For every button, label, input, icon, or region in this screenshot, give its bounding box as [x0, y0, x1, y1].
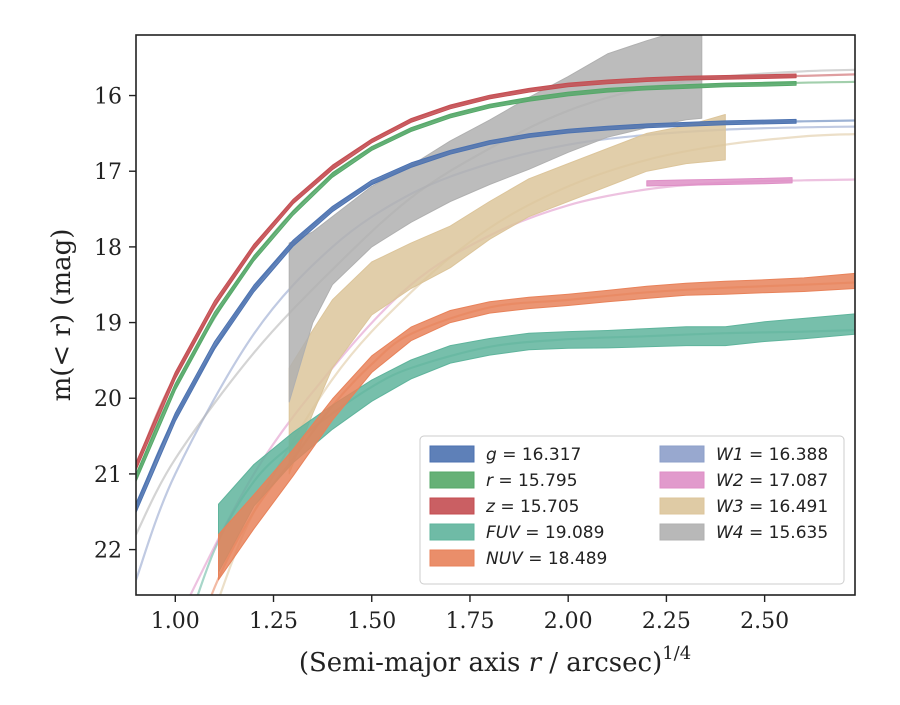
legend-band-name: NUV [486, 549, 524, 569]
legend-label-r: r = 15.795 [486, 471, 578, 491]
measured-band-w2 [646, 177, 793, 187]
legend-band-value: = 15.635 [744, 523, 829, 543]
measured-band-g [136, 118, 797, 513]
measured-band-fuv [218, 313, 855, 573]
legend-band-name: z [485, 497, 496, 517]
legend-band-value: = 16.388 [744, 445, 829, 465]
legend-swatch-w1 [659, 445, 705, 463]
legend-label-nuv: NUV = 18.489 [486, 549, 607, 569]
legend-band-name: r [486, 471, 494, 491]
plot-area [136, 35, 855, 595]
y-tick-label: 16 [94, 85, 122, 110]
x-tick-label: 2.00 [544, 609, 593, 634]
plot-frame [135, 34, 856, 596]
y-tick-label: 22 [94, 539, 122, 564]
x-tick-label: 1.25 [249, 609, 298, 634]
legend-band-name: W2 [716, 471, 744, 491]
y-tick-label: 20 [94, 387, 122, 412]
legend-swatch-w2 [659, 471, 705, 489]
legend-band-name: FUV [486, 523, 521, 543]
legend-label-w3: W3 = 16.491 [716, 497, 828, 517]
legend-label-w1: W1 = 16.388 [716, 445, 828, 465]
x-axis-ticks: 1.00 1.25 1.50 1.75 2.00 2.25 2.50 [151, 595, 789, 634]
legend-box [419, 435, 845, 585]
measured-bands [136, 35, 855, 581]
legend-band-value: = 16.317 [497, 445, 582, 465]
y-axis-label: m(< r) (mag) [47, 229, 77, 402]
x-tick-label: 1.75 [445, 609, 494, 634]
legend-swatch-fuv [429, 523, 475, 541]
legend-label-w2: W2 = 17.087 [716, 471, 828, 491]
legend-label-w4: W4 = 15.635 [716, 523, 828, 543]
y-tick-label: 21 [94, 463, 122, 488]
legend-band-name: W3 [716, 497, 744, 517]
legend-band-value: = 19.089 [520, 523, 605, 543]
measured-band-r [136, 81, 797, 482]
legend-band-name: W4 [716, 523, 744, 543]
y-axis-ticks: 16 17 18 19 20 21 22 [94, 85, 136, 564]
legend-band-value: = 15.705 [495, 497, 580, 517]
legend-band-name: W1 [716, 445, 744, 465]
x-axis-label-exponent: 1/4 [662, 643, 691, 664]
legend-swatch-z [429, 497, 475, 515]
measured-band-nuv [218, 272, 855, 581]
y-tick-label: 17 [94, 160, 122, 185]
x-axis-label-main: (Semi-major axis r / arcsec) [299, 648, 662, 678]
measured-band-z [136, 73, 797, 471]
legend-swatch-nuv [429, 549, 475, 567]
legend-label-z: z = 15.705 [485, 497, 579, 517]
legend-swatch-w4 [659, 523, 705, 541]
legend-swatch-g [429, 445, 475, 463]
legend-band-name: g [486, 445, 497, 465]
y-tick-label: 19 [94, 312, 122, 337]
y-tick-label: 18 [94, 236, 122, 261]
x-tick-label: 1.00 [151, 609, 200, 634]
legend-band-value: = 18.489 [523, 549, 608, 569]
measured-band-w3 [288, 114, 726, 475]
legend-label-g: g = 16.317 [486, 445, 581, 465]
x-tick-label: 1.50 [347, 609, 396, 634]
x-tick-label: 2.25 [642, 609, 691, 634]
legend-band-value: = 15.795 [493, 471, 578, 491]
legend-swatch-r [429, 471, 475, 489]
legend-band-value: = 16.491 [744, 497, 829, 517]
legend-band-value: = 17.087 [744, 471, 829, 491]
legend-swatch-w3 [659, 497, 705, 515]
x-axis-label: (Semi-major axis r / arcsec)1/4 [299, 643, 691, 678]
x-tick-label: 2.50 [740, 609, 789, 634]
legend-label-fuv: FUV = 19.089 [486, 523, 604, 543]
